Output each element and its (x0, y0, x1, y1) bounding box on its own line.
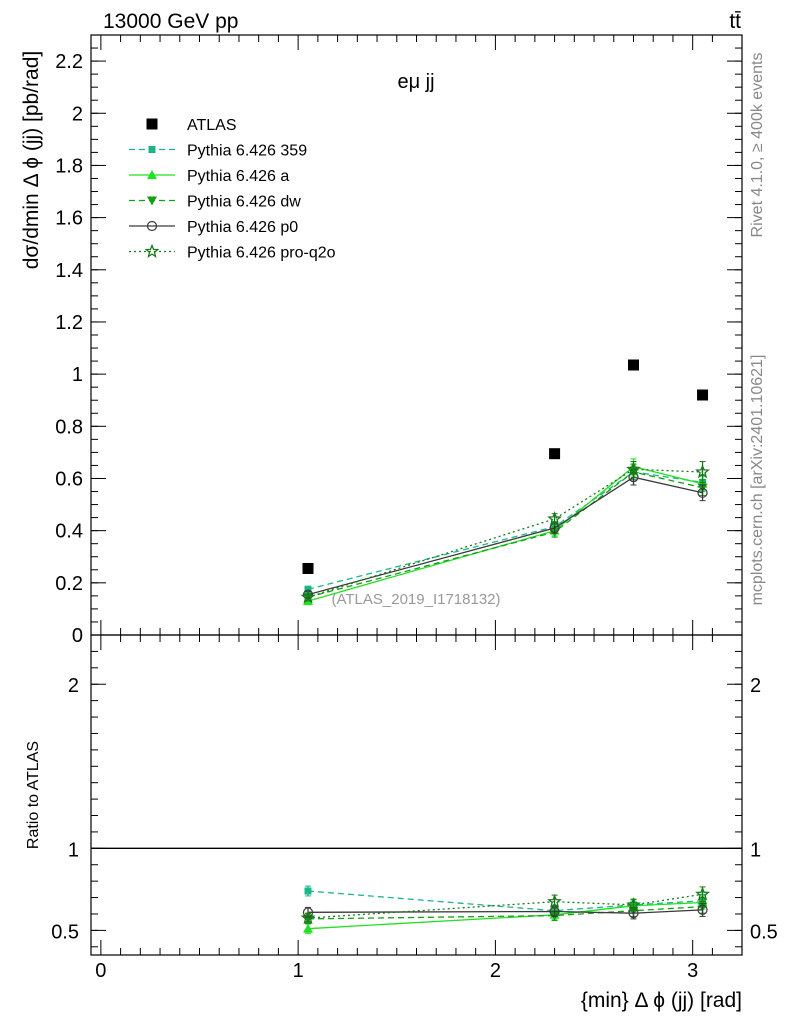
ratio-point-pythia-6-426-pro-q2o (300, 910, 316, 925)
legend-marker-pythia-6-426-dw (147, 196, 157, 206)
legend-label-pythia-6-426-dw: Pythia 6.426 dw (187, 194, 301, 211)
main-ytick-label: 1.6 (55, 208, 83, 230)
legend-label-pythia-6-426-pro-q2o: Pythia 6.426 pro-q2o (187, 245, 336, 262)
main-ytick-label: 0 (72, 625, 83, 647)
ratio-series-line-pythia-6-426-pro-q2o (307, 893, 703, 919)
main-point-pythia-6-426-pro-q2o (300, 589, 316, 604)
legend-label-pythia-6-426-359: Pythia 6.426 359 (187, 143, 307, 160)
main-point-pythia-6-426-pro-q2o (626, 461, 641, 476)
ratio-series-line-pythia-6-426-359 (307, 890, 703, 912)
ratio-series-line-pythia-6-426-p0 (307, 909, 703, 914)
x-axis-label: {min} Δ ϕ (jj) [rad] (581, 989, 742, 1012)
main-series-line-pythia-6-426-359 (307, 471, 703, 590)
ratio-ytick-label: 2 (68, 675, 79, 697)
main-ytick-label: 0.6 (55, 468, 83, 490)
ratio-ytick-label-right: 0.5 (750, 921, 778, 943)
legend-marker-pythia-6-426-a (147, 170, 157, 179)
energy-label: 13000 GeV pp (103, 10, 238, 33)
ratio-ytick-label: 1 (68, 839, 79, 861)
legend-label-pythia-6-426-p0: Pythia 6.426 p0 (187, 219, 298, 236)
main-point-atlas (697, 389, 709, 401)
ratio-axis-ticks: 0.5 0.5 1 1 2 2 0 1 2 3 (51, 635, 778, 982)
legend-label-pythia-6-426-a: Pythia 6.426 a (187, 168, 289, 185)
ratio-xtick-label: 3 (687, 960, 698, 982)
ratio-ytick-label: 0.5 (51, 921, 79, 943)
channel-label: eμ jj (397, 71, 434, 93)
legend-marker-pythia-6-426-pro-q2o (144, 243, 160, 258)
main-series-line-pythia-6-426-p0 (307, 476, 703, 596)
main-ytick-label: 1.4 (55, 260, 83, 282)
legend-marker-pythia-6-426-359 (148, 146, 156, 153)
main-panel: eμ jj dσ/dmin Δ ϕ (jj) [pb/rad] (ATLAS_2… (20, 34, 743, 647)
ratio-xtick-label: 1 (293, 960, 304, 982)
main-ytick-label: 1 (72, 364, 83, 386)
main-point-atlas (549, 448, 561, 460)
main-point-atlas (302, 562, 314, 574)
main-ytick-label: 0.4 (55, 521, 83, 543)
legend-label-atlas: ATLAS (187, 117, 237, 134)
main-ytick-label: 0.2 (55, 573, 83, 595)
ratio-point-pythia-6-426-a (303, 923, 313, 933)
ratio-point-pythia-6-426-pro-q2o (626, 897, 641, 912)
main-ylabel: dσ/dmin Δ ϕ (jj) [pb/rad] (20, 51, 43, 270)
main-point-pythia-6-426-pro-q2o (547, 511, 562, 526)
process-label: tt̄ (729, 10, 741, 33)
main-ytick-label: 0.8 (55, 416, 83, 438)
main-point-pythia-6-426-359 (304, 585, 312, 593)
ratio-data-marks (300, 885, 711, 935)
ratio-series-line-pythia-6-426-a (307, 901, 703, 930)
main-data-marks (300, 359, 711, 606)
ratio-point-pythia-6-426-p0 (697, 904, 708, 915)
ratio-point-pythia-6-426-pro-q2o (695, 886, 711, 901)
legend-marker-atlas (146, 118, 158, 130)
ratio-frame (90, 634, 743, 956)
ratio-xtick-label: 0 (95, 960, 106, 982)
main-point-pythia-6-426-p0 (697, 487, 708, 498)
main-ytick-label: 1.8 (55, 155, 83, 177)
ratio-panel: Ratio to ATLAS {min} Δ ϕ (jj) [rad] 0.5 0… (25, 634, 778, 1012)
main-series-line-pythia-6-426-pro-q2o (307, 468, 703, 598)
main-ytick-label: 1.2 (55, 312, 83, 334)
analysis-label: (ATLAS_2019_I1718132) (331, 591, 500, 608)
main-point-pythia-6-426-pro-q2o (695, 464, 711, 479)
ratio-ylabel: Ratio to ATLAS (25, 741, 42, 849)
ratio-point-pythia-6-426-pro-q2o (547, 893, 562, 908)
ratio-ytick-label-right: 1 (750, 839, 761, 861)
main-point-atlas (628, 359, 639, 371)
legend-marker-pythia-6-426-p0 (146, 220, 158, 232)
ratio-series-line-pythia-6-426-dw (307, 905, 703, 920)
main-axis-ticks: 0 0.2 0.4 0.6 0.8 1 1.2 1.4 1.6 1.8 2 2.2 (55, 34, 742, 647)
main-series-line-pythia-6-426-a (307, 465, 703, 602)
main-ytick-label: 2 (72, 103, 83, 125)
mcplots-label: mcplots.cern.ch [arXiv:2401.10621] (749, 355, 766, 606)
legend: ATLAS Pythia 6.426 359 Pythia 6.426 a Pythi… (129, 117, 336, 262)
ratio-ytick-label-right: 2 (750, 675, 761, 697)
main-ytick-label: 2.2 (55, 51, 83, 73)
rivet-label: Rivet 4.1.0, ≥ 400k events (749, 53, 766, 238)
ratio-point-pythia-6-426-359 (304, 887, 312, 895)
ratio-xtick-label: 2 (490, 960, 501, 982)
